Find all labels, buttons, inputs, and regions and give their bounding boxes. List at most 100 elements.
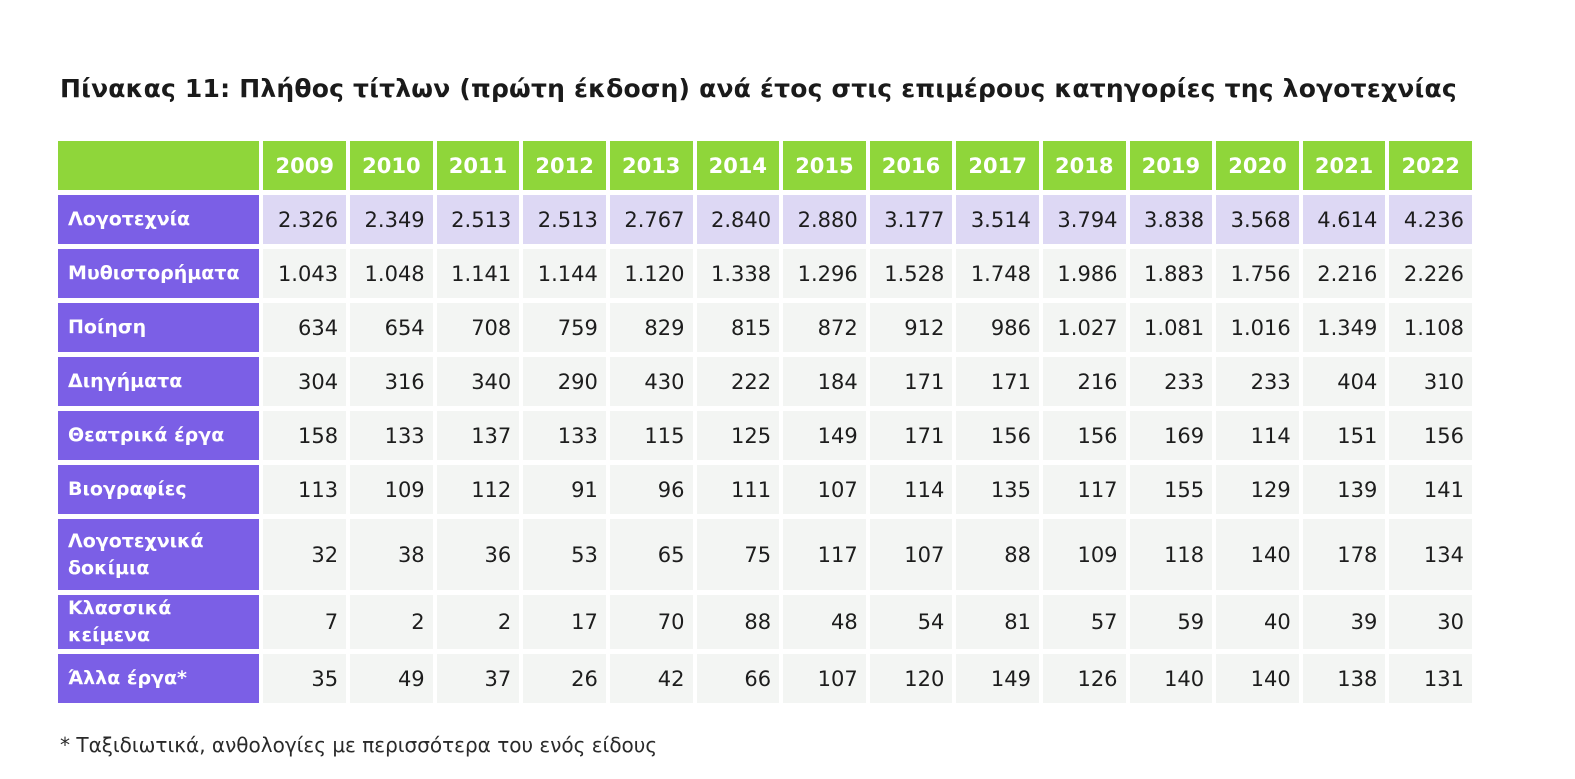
table-cell: 125 xyxy=(696,411,780,460)
table-cell: 912 xyxy=(869,303,953,352)
table-cell: 4.614 xyxy=(1302,195,1386,244)
table-cell: 54 xyxy=(869,595,953,649)
table-cell: 430 xyxy=(609,357,693,406)
column-header: 2018 xyxy=(1042,141,1126,190)
table-cell: 1.756 xyxy=(1216,249,1299,298)
table-cell: 126 xyxy=(1042,654,1126,703)
table-cell: 133 xyxy=(523,411,606,460)
table-cell: 26 xyxy=(523,654,606,703)
row-header: Κλασσικά κείμενα xyxy=(58,595,260,649)
table-cell: 310 xyxy=(1389,357,1472,406)
table-cell: 7 xyxy=(263,595,347,649)
row-header: Διηγήματα xyxy=(58,357,260,406)
column-header: 2021 xyxy=(1302,141,1386,190)
table-cell: 3.568 xyxy=(1216,195,1299,244)
table-cell: 57 xyxy=(1042,595,1126,649)
table-cell: 3.794 xyxy=(1042,195,1126,244)
table-cell: 222 xyxy=(696,357,780,406)
table-cell: 1.338 xyxy=(696,249,780,298)
table-cell: 140 xyxy=(1129,654,1213,703)
table-cell: 135 xyxy=(956,465,1039,514)
row-header: Άλλα έργα* xyxy=(58,654,260,703)
table-cell: 708 xyxy=(436,303,520,352)
table-cell: 1.027 xyxy=(1042,303,1126,352)
table-cell: 2.326 xyxy=(263,195,347,244)
table-cell: 115 xyxy=(609,411,693,460)
column-header: 2010 xyxy=(350,141,433,190)
table-cell: 17 xyxy=(523,595,606,649)
table-cell: 88 xyxy=(956,519,1039,590)
table-cell: 156 xyxy=(1389,411,1472,460)
table-cell: 1.120 xyxy=(609,249,693,298)
column-header: 2017 xyxy=(956,141,1039,190)
table-cell: 2.880 xyxy=(783,195,866,244)
table-cell: 59 xyxy=(1129,595,1213,649)
table-cell: 829 xyxy=(609,303,693,352)
table-row: Λογοτεχνικά δοκίμια 32 38 36 53 65 75 117 107 88 1… xyxy=(58,519,1472,590)
table-cell: 42 xyxy=(609,654,693,703)
table-cell: 1.986 xyxy=(1042,249,1126,298)
table-cell: 139 xyxy=(1302,465,1386,514)
row-header: Θεατρικά έργα xyxy=(58,411,260,460)
table-cell: 171 xyxy=(869,357,953,406)
table-cell: 39 xyxy=(1302,595,1386,649)
table-cell: 151 xyxy=(1302,411,1386,460)
table-cell: 1.144 xyxy=(523,249,606,298)
table-cell: 290 xyxy=(523,357,606,406)
table-row: Κλασσικά κείμενα 7 2 2 17 70 88 48 54 81 57 59 40 39 3… xyxy=(58,595,1472,649)
table-cell: 233 xyxy=(1129,357,1213,406)
row-header: Μυθιστορήματα xyxy=(58,249,260,298)
table-cell: 1.108 xyxy=(1389,303,1472,352)
column-header: 2022 xyxy=(1389,141,1472,190)
table-cell: 113 xyxy=(263,465,347,514)
table-cell: 404 xyxy=(1302,357,1386,406)
table-cell: 2 xyxy=(350,595,433,649)
row-header: Ποίηση xyxy=(58,303,260,352)
table-cell: 131 xyxy=(1389,654,1472,703)
table-cell: 986 xyxy=(956,303,1039,352)
table-cell: 66 xyxy=(696,654,780,703)
table-cell: 1.748 xyxy=(956,249,1039,298)
table-cell: 3.177 xyxy=(869,195,953,244)
table-cell: 2.513 xyxy=(436,195,520,244)
table-cell: 158 xyxy=(263,411,347,460)
table-cell: 107 xyxy=(869,519,953,590)
table-cell: 133 xyxy=(350,411,433,460)
table-title: Πίνακας 11: Πλήθος τίτλων (πρώτη έκδοση)… xyxy=(60,74,1457,103)
table-cell: 141 xyxy=(1389,465,1472,514)
table-cell: 149 xyxy=(783,411,866,460)
table-cell: 65 xyxy=(609,519,693,590)
table-cell: 35 xyxy=(263,654,347,703)
table-cell: 137 xyxy=(436,411,520,460)
table-row: Ποίηση 634 654 708 759 829 815 872 912 986 1.027 1.… xyxy=(58,303,1472,352)
table-cell: 129 xyxy=(1216,465,1299,514)
table-cell: 114 xyxy=(1216,411,1299,460)
column-header: 2015 xyxy=(783,141,866,190)
row-header: Λογοτεχνικά δοκίμια xyxy=(58,519,260,590)
table-row: Μυθιστορήματα 1.043 1.048 1.141 1.144 1.120 1.… xyxy=(58,249,1472,298)
table-cell: 118 xyxy=(1129,519,1213,590)
table-row-total: Λογοτεχνία 2.326 2.349 2.513 2.513 2.767 2.840… xyxy=(58,195,1472,244)
header-corner-cell xyxy=(58,141,260,190)
table-row: Θεατρικά έργα 158 133 137 133 115 125 149 171 156… xyxy=(58,411,1472,460)
column-header: 2013 xyxy=(609,141,693,190)
table-cell: 1.141 xyxy=(436,249,520,298)
table-cell: 233 xyxy=(1216,357,1299,406)
table-cell: 53 xyxy=(523,519,606,590)
table-cell: 48 xyxy=(783,595,866,649)
header-row: 2009 2010 2011 2012 2013 2014 2015 2016 … xyxy=(58,141,1472,190)
table-cell: 37 xyxy=(436,654,520,703)
table-cell: 107 xyxy=(783,465,866,514)
table-cell: 1.349 xyxy=(1302,303,1386,352)
table-cell: 156 xyxy=(956,411,1039,460)
table-cell: 91 xyxy=(523,465,606,514)
table-cell: 38 xyxy=(350,519,433,590)
table-cell: 88 xyxy=(696,595,780,649)
table-cell: 75 xyxy=(696,519,780,590)
table-cell: 32 xyxy=(263,519,347,590)
table-cell: 120 xyxy=(869,654,953,703)
table-cell: 117 xyxy=(783,519,866,590)
table-cell: 155 xyxy=(1129,465,1213,514)
table-cell: 171 xyxy=(956,357,1039,406)
table-cell: 3.838 xyxy=(1129,195,1213,244)
